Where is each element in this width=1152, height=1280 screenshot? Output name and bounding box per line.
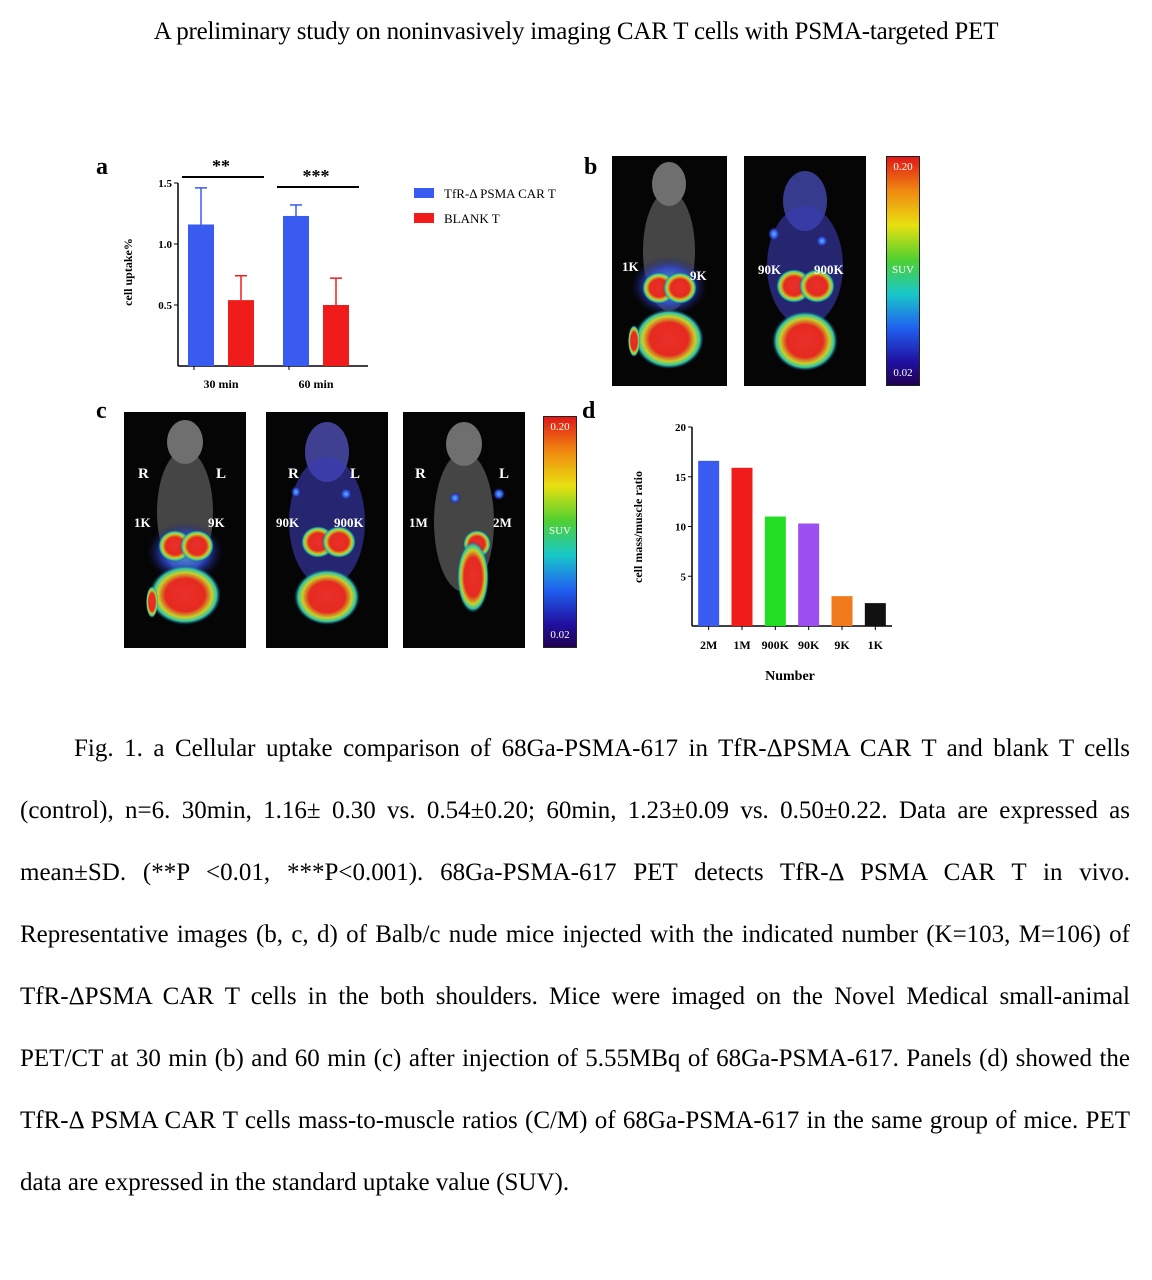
chart-a-legend-label: TfR-Δ PSMA CAR T [444,186,556,201]
chart-a-xtick-label: 60 min [298,377,333,391]
pet-image-b1: 1K 9K [612,156,727,386]
chart-d-xtick-label: 2M [700,638,717,652]
mouse-scan-b1 [628,162,707,369]
pet-b1-label-right: 9K [690,268,707,283]
chart-d-bar [731,467,753,626]
chart-a-bar [188,224,214,366]
mouse-scan-c3 [434,422,505,613]
chart-a-bar [228,300,254,366]
mouse-scan-c1 [146,420,223,625]
pet-image-b2: 90K 900K [744,156,866,386]
suv-mid-label-c: SUV [548,525,571,537]
chart-d-ytick-label: 10 [675,522,687,534]
pet-b1-label-left: 1K [622,259,639,274]
pet-c2-label-l: L [350,466,361,482]
suv-max-label-b: 0.20 [893,161,913,173]
pet-c3-label-l: L [499,466,510,482]
suv-color-scale-b: 0.20 SUV 0.02 [886,156,920,386]
suv-max-label-c: 0.20 [550,421,570,433]
chart-a-legend-label: BLANK T [444,211,500,226]
suv-color-scale-c: 0.20 SUV 0.02 [543,416,577,648]
pet-c3-label-r: R [415,466,426,482]
pet-c1-label-l: L [216,466,227,482]
chart-d-bar [764,516,786,626]
chart-d-bar [798,523,820,626]
pet-c1-label-r: R [138,466,149,482]
pet-c3-label-right: 2M [493,515,512,530]
pet-c3-label-left: 1M [409,515,428,530]
chart-a-bar [283,215,309,366]
pet-c2-label-right: 900K [334,515,364,530]
chart-a-ytick-label: 1.0 [158,239,172,251]
chart-d-xtick-label: 1M [733,638,750,652]
pet-image-c1: R L 1K 9K [124,412,246,648]
panel-label-c: c [96,398,107,424]
chart-d-xtick-label: 9K [834,638,850,652]
chart-d-mass-muscle-ratio: 5 10 15 20 2M 1M 900K 90K 9K 1K cell mass/muscle … [631,422,892,684]
suv-min-label-b: 0.02 [893,367,913,379]
chart-a-ylabel: cell uptake% [121,238,135,306]
pet-image-c2: R L 90K 900K [266,412,388,648]
pet-c1-label-right: 9K [208,515,225,530]
caption-paragraph: Fig. 1. a Cellular uptake comparison of … [20,735,1130,1196]
chart-d-bar [831,596,853,626]
chart-d-xlabel: Number [765,669,815,684]
chart-a-xtick-label: 30 min [203,377,238,391]
pet-image-c3: R L 1M 2M [403,412,525,648]
figure-caption: Fig. 1. a Cellular uptake comparison of … [20,718,1130,1214]
chart-d-ytick-label: 15 [675,472,687,484]
chart-a-ytick-label: 1.5 [158,178,172,190]
panel-label-b: b [584,154,598,180]
page-title: A preliminary study on noninvasively ima… [153,18,999,45]
chart-a-bar [323,305,349,366]
chart-d-ylabel: cell mass/muscle ratio [631,471,645,583]
chart-d-ytick-label: 20 [675,422,687,434]
panel-label-d: d [582,398,596,424]
chart-d-xtick-label: 90K [798,638,820,652]
mouse-scan-b2 [767,171,843,371]
pet-b2-label-left: 90K [758,262,782,277]
chart-a-legend-swatch [414,213,434,223]
chart-a-legend-swatch [414,188,434,198]
chart-d-ytick-label: 5 [681,571,687,583]
pet-c2-label-r: R [288,466,299,482]
chart-a-sig-label: *** [303,166,330,186]
suv-min-label-c: 0.02 [550,629,570,641]
chart-d-xtick-label: 1K [868,638,884,652]
pet-c2-label-left: 90K [276,515,300,530]
chart-a-cell-uptake: 0.51.01.530 min 60 min ** *** TfR-Δ PSMA C… [121,156,556,391]
pet-b2-label-right: 900K [814,262,844,277]
panel-label-a: a [96,154,108,180]
mouse-scan-c2 [289,422,365,625]
chart-d-xtick-label: 900K [762,638,790,652]
chart-d-bar [698,460,720,626]
pet-c1-label-left: 1K [134,515,151,530]
chart-a-ytick-label: 0.5 [158,300,172,312]
chart-a-sig-label: ** [212,156,230,176]
chart-d-bar [864,603,886,626]
suv-mid-label-b: SUV [891,264,914,276]
